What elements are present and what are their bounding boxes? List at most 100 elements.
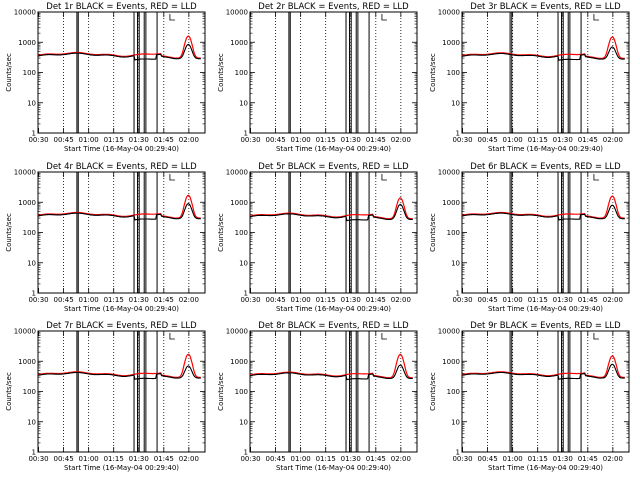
x-tick-label: 00:45 <box>54 296 74 304</box>
x-tick-label: 01:45 <box>578 455 598 463</box>
x-tick-label: 02:00 <box>391 455 411 463</box>
y-tick-label: 10 <box>239 259 248 267</box>
x-axis-label: Start Time (16-May-04 00:29:40) <box>488 305 603 313</box>
y-tick-label: 1000 <box>442 358 460 366</box>
lld-series <box>249 353 413 379</box>
y-tick-label: 10000 <box>438 9 460 17</box>
lld-curve <box>37 35 201 59</box>
y-tick-label: 10 <box>27 259 36 267</box>
x-tick-label: 01:45 <box>578 136 598 144</box>
x-tick-label: 00:30 <box>240 296 260 304</box>
x-tick-label: 00:45 <box>266 455 286 463</box>
events-series <box>461 204 625 221</box>
events-curve <box>249 364 413 381</box>
y-tick-label: 100 <box>235 69 248 77</box>
y-tick-label: 100 <box>235 229 248 237</box>
y-tick-label: 100 <box>235 388 248 396</box>
events-series <box>37 202 201 221</box>
x-tick-label: 01:45 <box>578 296 598 304</box>
y-tick-label: 1 <box>244 130 248 138</box>
x-tick-label: 00:30 <box>240 455 260 463</box>
x-tick-label: 02:00 <box>179 136 199 144</box>
lld-series <box>37 353 201 378</box>
y-tick-label: 10000 <box>226 328 248 336</box>
y-tick-label: 1000 <box>442 39 460 47</box>
y-tick-label: 1 <box>244 449 248 457</box>
y-axis-label: Counts/sec <box>217 213 225 252</box>
x-tick-label: 00:45 <box>478 136 498 144</box>
panel-title: Det 3r BLACK = Events, RED = LLD <box>470 2 621 12</box>
lld-curve <box>37 353 201 378</box>
y-tick-label: 100 <box>447 388 460 396</box>
bracket-marker <box>593 14 599 21</box>
x-tick-label: 02:00 <box>603 136 623 144</box>
x-tick-label: 00:30 <box>28 136 48 144</box>
x-tick-label: 00:45 <box>266 136 286 144</box>
y-tick-label: 1000 <box>18 358 36 366</box>
y-axis-label: Counts/sec <box>429 213 437 252</box>
y-tick-label: 100 <box>23 388 36 396</box>
x-tick-label: 00:45 <box>478 455 498 463</box>
events-series <box>37 365 201 380</box>
x-tick-label: 02:00 <box>603 455 623 463</box>
panel-title: Det 8r BLACK = Events, RED = LLD <box>258 321 409 331</box>
y-tick-label: 1 <box>32 449 36 457</box>
x-tick-label: 01:45 <box>154 136 174 144</box>
events-series <box>461 363 625 380</box>
x-tick-label: 02:00 <box>179 296 199 304</box>
lld-curve <box>461 355 625 378</box>
bracket-marker <box>593 174 599 181</box>
x-tick-label: 00:30 <box>28 455 48 463</box>
panel-title: Det 5r BLACK = Events, RED = LLD <box>258 162 409 172</box>
events-curve <box>37 365 201 380</box>
lld-series <box>461 195 625 219</box>
events-curve <box>249 203 413 222</box>
bracket-marker <box>381 174 387 181</box>
x-tick-label: 01:15 <box>528 296 548 304</box>
bracket-marker <box>381 333 387 340</box>
lld-series <box>461 36 625 60</box>
x-tick-label: 01:15 <box>104 136 124 144</box>
y-tick-label: 10 <box>451 99 460 107</box>
y-tick-label: 1 <box>244 290 248 298</box>
x-tick-label: 01:30 <box>553 455 573 463</box>
y-tick-label: 1000 <box>230 199 248 207</box>
x-tick-label: 02:00 <box>603 296 623 304</box>
events-series <box>249 364 413 381</box>
y-tick-label: 10000 <box>14 169 36 177</box>
x-tick-label: 00:45 <box>54 136 74 144</box>
x-tick-label: 01:15 <box>528 455 548 463</box>
x-tick-label: 02:00 <box>391 296 411 304</box>
events-series <box>461 46 625 61</box>
y-tick-label: 1 <box>456 130 460 138</box>
lld-series <box>249 197 413 220</box>
y-tick-label: 10 <box>27 418 36 426</box>
bracket-marker <box>169 333 175 340</box>
y-tick-label: 10000 <box>438 169 460 177</box>
y-tick-label: 100 <box>23 69 36 77</box>
x-tick-label: 00:30 <box>452 455 472 463</box>
y-tick-label: 10 <box>27 99 36 107</box>
y-tick-label: 10 <box>451 418 460 426</box>
x-tick-label: 01:00 <box>503 296 523 304</box>
x-tick-label: 01:45 <box>366 296 386 304</box>
y-tick-label: 10 <box>451 259 460 267</box>
y-tick-label: 10000 <box>14 9 36 17</box>
x-tick-label: 01:00 <box>291 455 311 463</box>
x-axis-label: Start Time (16-May-04 00:29:40) <box>276 305 391 313</box>
x-tick-label: 01:30 <box>129 136 149 144</box>
x-tick-label: 01:45 <box>366 136 386 144</box>
y-axis-label: Counts/sec <box>217 53 225 92</box>
y-tick-label: 1 <box>456 449 460 457</box>
y-tick-label: 10000 <box>226 9 248 17</box>
y-axis-label: Counts/sec <box>5 53 13 92</box>
x-tick-label: 01:30 <box>553 136 573 144</box>
events-curve <box>461 363 625 380</box>
y-tick-label: 10000 <box>14 328 36 336</box>
x-tick-label: 00:30 <box>452 136 472 144</box>
lld-curve <box>461 36 625 60</box>
bracket-marker <box>169 14 175 21</box>
y-tick-label: 10000 <box>438 328 460 336</box>
